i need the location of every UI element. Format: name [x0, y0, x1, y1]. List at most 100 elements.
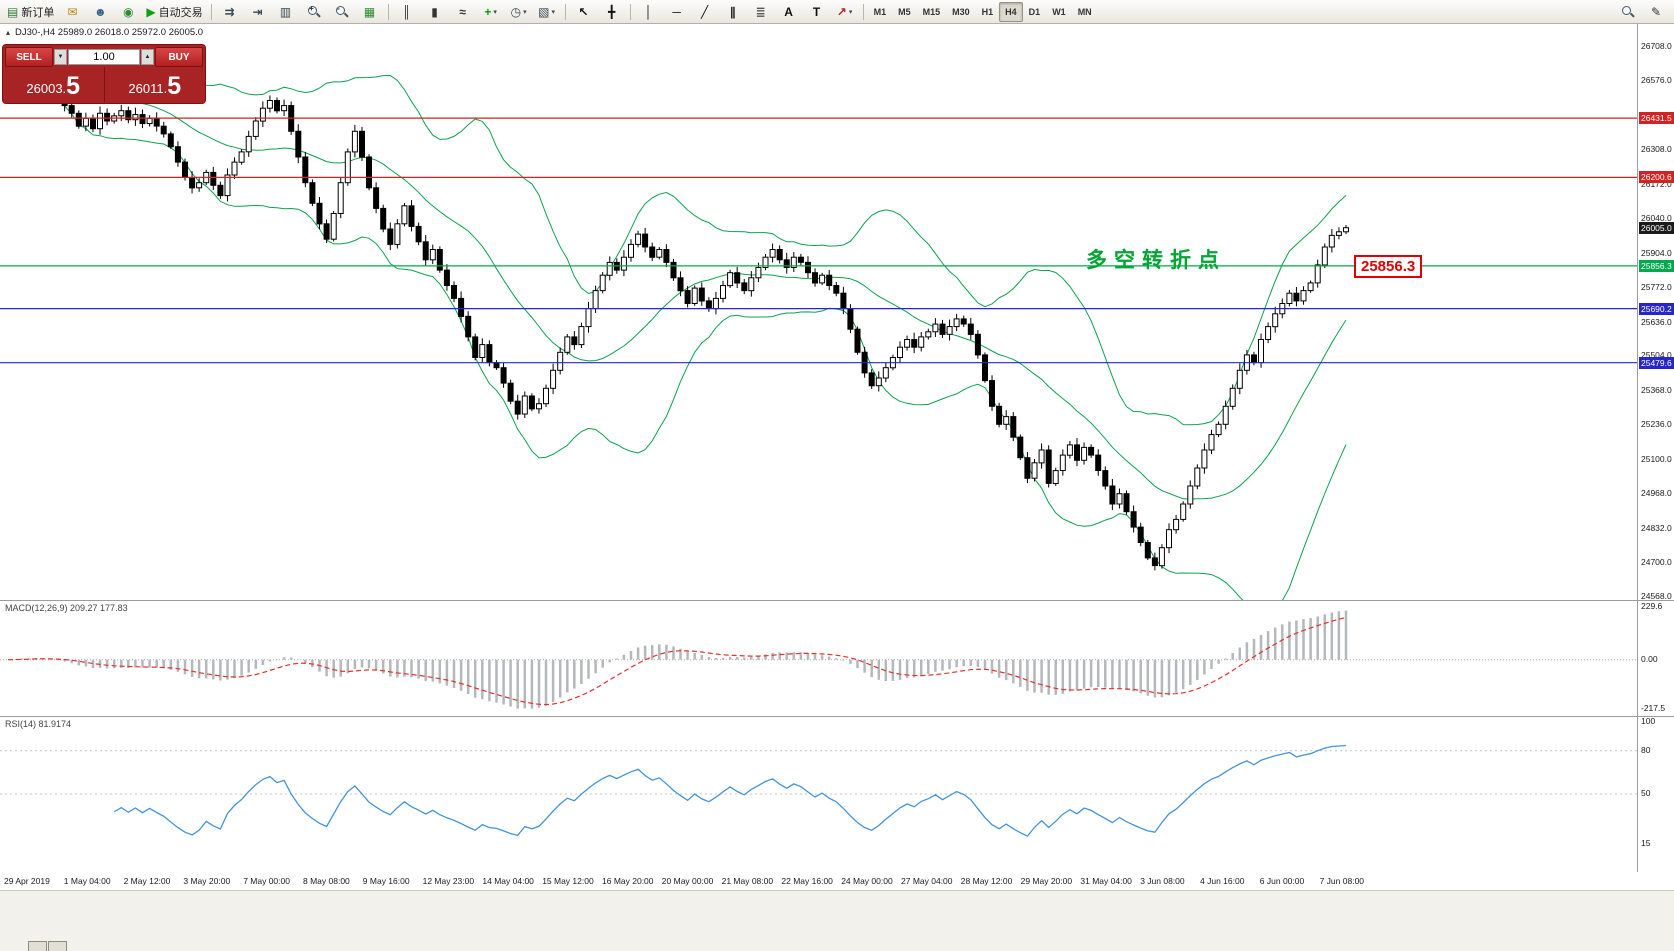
main-chart-pane[interactable]	[0, 24, 1674, 600]
sell-price[interactable]: 26003. 5	[3, 67, 104, 102]
periods-button[interactable]: ◷ ▾	[506, 1, 532, 23]
time-axis-label: 15 May 12:00	[542, 876, 594, 886]
indicators-button[interactable]: + ▾	[478, 1, 504, 23]
time-axis-label: 6 Jun 00:00	[1259, 876, 1305, 886]
toolbar-right-group: ✎	[1614, 1, 1670, 23]
zoom-out-button[interactable]: -	[329, 1, 355, 23]
axis-tick-label: 100	[1641, 716, 1656, 726]
zoom-in-button[interactable]: +	[301, 1, 327, 23]
timeframe-mn[interactable]: MN	[1077, 6, 1092, 17]
tile-windows-icon: ▦	[363, 4, 376, 19]
vertical-line-icon: │	[644, 4, 653, 19]
time-axis-label: 29 May 20:00	[1020, 876, 1073, 886]
axis-tick-label: 25504.0	[1641, 350, 1672, 361]
toolbar-separator	[629, 3, 631, 20]
axis-tick-label: 25368.0	[1641, 385, 1672, 396]
community-button[interactable]: ◉	[115, 1, 141, 23]
chart-shift-icon: ⇥	[252, 4, 263, 19]
fibonacci-button[interactable]: ≣	[748, 1, 774, 23]
buy-button[interactable]: BUY	[155, 47, 203, 67]
axis-tick-label: 26576.0	[1641, 74, 1672, 85]
zoom-out-icon: -	[335, 4, 348, 18]
horizontal-line-button[interactable]: ─	[664, 1, 690, 23]
templates-icon: ▧	[538, 4, 550, 19]
candlestick-chart-button[interactable]: ▮	[422, 1, 448, 23]
data-window-button[interactable]: ▥	[273, 1, 299, 23]
time-axis-label: 27 May 04:00	[901, 876, 953, 886]
workspace-bottom-strip	[0, 890, 1674, 951]
equidistant-channel-icon: ∥	[729, 4, 736, 19]
profile-button[interactable]: ☻	[87, 1, 113, 23]
buy-price[interactable]: 26011. 5	[105, 67, 206, 102]
data-window-icon: ▥	[279, 4, 292, 19]
axis-tick-label: 25100.0	[1641, 454, 1672, 465]
templates-button[interactable]: ▧ ▾	[534, 1, 560, 23]
new-order-icon: ▤	[7, 4, 19, 19]
time-axis-label: 20 May 00:00	[661, 876, 714, 886]
toolbar-separator	[564, 3, 566, 20]
equidistant-channel-button[interactable]: ∥	[720, 1, 746, 23]
timeframe-m15[interactable]: M15	[922, 6, 941, 17]
time-axis-label: 9 May 16:00	[362, 876, 410, 886]
macd-pane[interactable]	[0, 600, 1674, 716]
timeframe-h1[interactable]: H1	[981, 6, 994, 17]
text-label-button[interactable]: T	[804, 1, 830, 23]
minimized-chart-tab[interactable]	[48, 941, 67, 951]
autoscroll-icon: ⇉	[224, 4, 235, 19]
autoscroll-button[interactable]: ⇉	[217, 1, 243, 23]
rsi-pane[interactable]	[0, 716, 1674, 872]
text-label-icon: T	[812, 4, 821, 19]
timeframe-d1[interactable]: D1	[1028, 6, 1041, 17]
chart-shift-button[interactable]: ⇥	[245, 1, 271, 23]
text-button[interactable]: A	[776, 1, 802, 23]
timeframe-m5[interactable]: M5	[898, 6, 911, 17]
search-button[interactable]	[1615, 1, 1641, 23]
timeframe-m1[interactable]: M1	[873, 6, 887, 17]
edit-button[interactable]: ✎	[1643, 1, 1669, 23]
time-axis-label: 4 Jun 16:00	[1200, 876, 1245, 886]
pane-divider[interactable]	[0, 600, 1674, 601]
time-axis-label: 29 Apr 2019	[4, 876, 50, 886]
timeframe-w1[interactable]: W1	[1052, 6, 1066, 17]
mail-button[interactable]: ✉	[59, 1, 85, 23]
axis-tick-label: -217.5	[1641, 703, 1666, 714]
volume-decrease-button[interactable]: ▼	[54, 49, 67, 65]
dropdown-arrow-icon: ▾	[848, 8, 853, 16]
minimized-chart-tab[interactable]	[28, 941, 47, 951]
bar-chart-icon: ║	[402, 4, 411, 19]
toolbar-separator	[862, 3, 864, 20]
time-axis-label: 12 May 23:00	[422, 876, 475, 886]
pane-divider[interactable]	[0, 716, 1674, 717]
bar-chart-button[interactable]: ║	[394, 1, 420, 23]
autotrading-button[interactable]: ▶ 自动交易	[143, 1, 205, 23]
chart-text-annotation[interactable]: 多空转折点	[1086, 249, 1226, 272]
oct-collapse-icon[interactable]: ▴	[6, 28, 11, 37]
search-icon	[1622, 6, 1635, 18]
price-callout-box[interactable]: 25856.3	[1354, 255, 1423, 278]
volume-input[interactable]: 1.00	[68, 49, 140, 65]
fibonacci-icon: ≣	[755, 4, 766, 19]
timeframe-h4[interactable]: H4	[999, 1, 1023, 22]
tile-windows-button[interactable]: ▦	[357, 1, 383, 23]
line-chart-button[interactable]: ≈	[450, 1, 476, 23]
time-axis-label: 3 May 20:00	[183, 876, 231, 886]
crosshair-button[interactable]: ╋	[599, 1, 625, 23]
arrows-button[interactable]: ↗ ▾	[832, 1, 858, 23]
periods-icon: ◷	[510, 4, 522, 19]
new-order-button[interactable]: ▤ 新订单	[4, 1, 57, 23]
time-axis-label: 2 May 12:00	[123, 876, 171, 886]
time-axis-label: 14 May 04:00	[482, 876, 534, 886]
chart-title-row: ▴ DJ30-,H4 25989.0 26018.0 25972.0 26005…	[6, 27, 203, 38]
price-level-tag: 26005.0	[1639, 221, 1674, 234]
trendline-button[interactable]: ╱	[692, 1, 718, 23]
sell-button[interactable]: SELL	[5, 47, 53, 67]
cursor-button[interactable]: ↖	[571, 1, 597, 23]
time-axis[interactable]: 29 Apr 2019 1 May 04:00 2 May 12:00 3 May 2…	[0, 872, 1674, 890]
vertical-line-button[interactable]: │	[636, 1, 662, 23]
timeframe-m30[interactable]: M30	[952, 6, 970, 17]
time-axis-label: 28 May 12:00	[960, 876, 1013, 886]
price-axis-separator[interactable]	[1637, 24, 1638, 890]
volume-increase-button[interactable]: ▲	[141, 49, 154, 65]
sell-price-main: 26003.	[26, 81, 67, 96]
